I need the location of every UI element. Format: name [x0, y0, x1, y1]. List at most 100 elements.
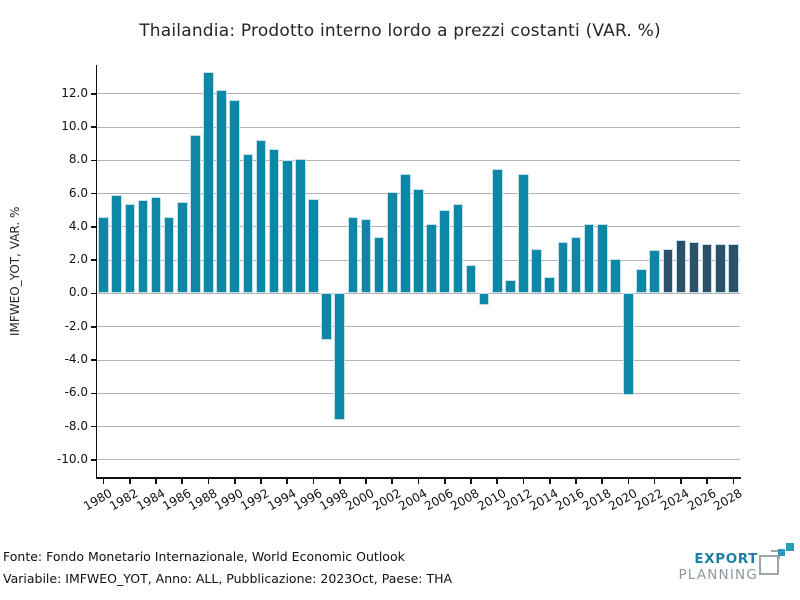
bar-2028 [728, 243, 739, 294]
bar-1985 [163, 216, 175, 294]
bar-1983 [137, 200, 149, 294]
bar-1981 [111, 195, 122, 294]
x-tick-mark [496, 478, 499, 484]
bar-2003 [400, 173, 411, 294]
y-tick-label: 8.0 [68, 152, 88, 167]
bar-1991 [242, 153, 254, 294]
x-tick-mark [155, 478, 157, 484]
y-axis-label: IMFWEO_YOT, VAR. % [8, 206, 22, 336]
logo-word-planning: PLANNING [678, 567, 758, 583]
logo-icon-square-outline [759, 555, 779, 575]
x-tick-mark [548, 478, 551, 484]
bar-2001 [373, 236, 385, 294]
y-tick-mark [91, 359, 96, 361]
x-tick-mark [391, 478, 394, 484]
gridline [97, 392, 740, 394]
x-tick-mark [470, 478, 472, 484]
bar-2000 [360, 218, 372, 294]
x-tick-mark [627, 478, 630, 484]
bar-2014 [544, 276, 556, 294]
exportplanning-logo-text: EXPORT PLANNING [678, 551, 758, 583]
y-tick-label: -10.0 [56, 451, 88, 466]
bar-1987 [190, 135, 201, 294]
x-tick-mark [601, 478, 603, 484]
bar-1999 [347, 216, 359, 294]
bar-2025 [688, 241, 700, 294]
y-tick-label: 12.0 [61, 85, 88, 100]
x-axis-spine [95, 477, 741, 479]
y-tick-label: 6.0 [68, 185, 88, 200]
bar-2019 [610, 258, 621, 294]
x-tick-label: 2028 [710, 486, 745, 514]
bar-2011 [505, 280, 516, 294]
x-tick-mark [207, 478, 210, 484]
x-tick-mark [653, 478, 656, 484]
x-tick-mark [102, 478, 105, 484]
x-tick-mark [522, 478, 525, 484]
y-tick-mark [91, 126, 96, 128]
bar-1986 [176, 201, 188, 294]
bar-2006 [439, 210, 451, 294]
bar-2020 [623, 293, 634, 395]
y-axis-spine [95, 65, 98, 478]
bar-1988 [203, 72, 214, 294]
bar-1980 [98, 216, 109, 294]
x-tick-mark [286, 478, 289, 484]
gridline [97, 126, 740, 128]
gridline [97, 93, 740, 95]
y-tick-mark [91, 259, 96, 261]
bar-1990 [229, 100, 241, 294]
x-tick-mark [312, 478, 315, 484]
bar-2012 [518, 173, 529, 294]
bar-2007 [452, 203, 464, 294]
bar-2021 [636, 268, 647, 294]
bar-1993 [268, 148, 280, 294]
exportplanning-logo-icon [759, 543, 795, 589]
bar-2010 [491, 168, 503, 294]
bar-2015 [557, 241, 569, 294]
x-tick-mark [732, 478, 735, 484]
y-tick-mark [91, 325, 96, 328]
footer: Fonte: Fondo Monetario Internazionale, W… [3, 546, 452, 590]
bars-layer [97, 65, 740, 477]
bar-2017 [583, 223, 595, 294]
bar-2023 [662, 248, 674, 294]
bar-2013 [531, 248, 542, 294]
x-tick-mark [129, 478, 131, 484]
x-tick-mark [706, 478, 708, 484]
bar-2004 [413, 188, 424, 294]
bar-2027 [715, 243, 726, 294]
y-tick-label: -6.0 [64, 385, 88, 400]
y-tick-mark [91, 292, 96, 295]
y-tick-mark [91, 92, 96, 95]
x-tick-mark [365, 478, 367, 484]
y-tick-label: -2.0 [64, 318, 88, 333]
plot-area [97, 65, 740, 477]
gridline [97, 326, 740, 328]
bar-2009 [478, 293, 490, 306]
y-tick-mark [91, 192, 96, 195]
x-tick-mark [443, 478, 446, 484]
bar-1992 [255, 140, 267, 294]
bar-2016 [570, 236, 582, 294]
gridline [97, 426, 740, 428]
footer-source-line: Fonte: Fondo Monetario Internazionale, W… [3, 549, 405, 564]
y-tick-mark [91, 392, 96, 395]
gridline [97, 159, 740, 161]
bar-1996 [308, 198, 319, 294]
x-tick-mark [233, 478, 236, 484]
x-tick-mark [338, 478, 341, 484]
logo-word-export: EXPORT [694, 551, 758, 567]
bar-1998 [334, 293, 346, 420]
bar-1989 [216, 90, 227, 294]
x-tick-mark [680, 478, 682, 484]
bar-2005 [426, 223, 437, 294]
exportplanning-logo: EXPORT PLANNING [597, 543, 797, 591]
y-tick-label: 4.0 [68, 218, 88, 233]
chart-title: Thailandia: Prodotto interno lordo a pre… [139, 21, 661, 41]
bar-1997 [321, 293, 332, 341]
y-tick-label: 2.0 [68, 252, 88, 267]
y-tick-label: -8.0 [64, 418, 88, 433]
bar-2022 [649, 250, 660, 294]
